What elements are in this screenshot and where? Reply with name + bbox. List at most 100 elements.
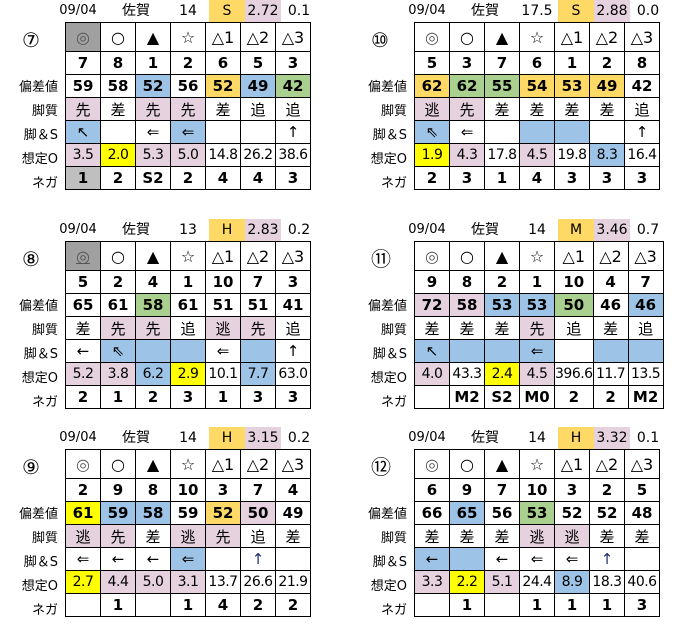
number-row: 7 8 1 2 6 5 3	[65, 51, 311, 75]
cell-value: 7	[252, 481, 264, 499]
cell: 先	[100, 316, 136, 340]
cell: 2	[240, 593, 276, 617]
header-grade: M	[558, 219, 594, 241]
cell-value: 追	[285, 100, 301, 119]
cell: 2	[589, 51, 625, 75]
cell: 5	[624, 478, 660, 502]
cell-value: 差	[494, 319, 510, 338]
header-date: 09/04	[408, 430, 446, 445]
cell: △2	[240, 241, 276, 271]
mark-symbol: ○	[460, 246, 474, 266]
cell-value: 11.7	[596, 366, 626, 382]
cell-value: 53	[526, 296, 548, 314]
cell-value: ↑	[635, 123, 649, 141]
cell: 9	[449, 478, 485, 502]
cell: ☆	[170, 22, 206, 52]
cell-value: 52	[561, 504, 583, 522]
cell: 差	[589, 524, 625, 548]
row-label: 偏差値	[18, 80, 58, 95]
cell-value: 49	[596, 77, 618, 95]
cell-value: 40.6	[627, 574, 657, 590]
cell-value: 61	[107, 296, 129, 314]
cell-value: 先	[110, 319, 126, 338]
mark-symbol: ○	[460, 27, 474, 47]
cell-value: ⇐	[146, 123, 160, 141]
cell-value: 5.0	[142, 574, 164, 590]
row-label: 想定O	[370, 579, 407, 594]
cell: 8	[624, 51, 660, 75]
cell-value: 3.5	[72, 147, 94, 163]
race-block: 09/04 佐賀 13 H 2.83 0.2 ⑧ 偏差値 脚質 脚＆S 想定O ネガ ◎ ○ ▲ ☆ △1 △2 △…	[0, 219, 320, 417]
cell: 56	[484, 501, 520, 525]
cell	[170, 339, 206, 363]
race-table: ◎ ○ ▲ ☆ △1 △2 △3 2 9 8 10 3 7 4 61 59 58 59 52 50 49 逃先差逃先追差 ⇐…	[65, 449, 311, 617]
cell: △1	[554, 241, 594, 271]
cell-value: 追	[180, 319, 196, 338]
cell-value: 2.2	[456, 574, 478, 590]
cell: △3	[275, 449, 311, 479]
cell: 先	[135, 97, 171, 121]
cell: 1	[100, 385, 136, 409]
cell: 5.3	[135, 143, 171, 167]
cell-value: 先	[215, 527, 231, 546]
cell: 54	[519, 74, 555, 98]
cell: ⇐	[170, 547, 206, 571]
cell: 先	[240, 316, 276, 340]
cell-value: 10	[563, 273, 585, 291]
cell-value: ←	[111, 550, 125, 568]
cell-value: 3	[461, 54, 473, 72]
cell-value: 24.4	[522, 574, 552, 590]
cell: 差	[414, 316, 450, 340]
cell: M2	[449, 385, 485, 409]
cell-value: 逃	[75, 527, 91, 546]
mark-row: ◎ ○ ▲ ☆ △1 △2 △3	[414, 241, 664, 271]
row-label: ネガ	[380, 395, 407, 410]
running-style-row: 差差差先追差追	[414, 316, 664, 340]
cell: ☆	[170, 449, 206, 479]
race-table: ◎ ○ ▲ ☆ △1 △2 △3 9 8 2 1 10 4 7 72 58 53 53 50 46 46 差差差先追差追 ↖…	[414, 241, 664, 409]
mark-symbol: ☆	[180, 246, 196, 266]
deviation-row: 59 58 52 56 52 49 42	[65, 74, 311, 98]
cell: 先	[135, 316, 171, 340]
cell: 4	[275, 478, 311, 502]
cell: 3.3	[414, 570, 450, 594]
cell-value: 4.3	[456, 147, 478, 163]
cell: ☆	[519, 22, 555, 52]
cell-value: ←	[495, 550, 509, 568]
mark-symbol: ▲	[495, 246, 509, 266]
row-label: 脚質	[31, 104, 58, 119]
cell-value: 61	[72, 504, 94, 522]
negative-row: 1 1 4 2 2	[65, 593, 311, 617]
cell: 19.8	[554, 143, 590, 167]
row-label: 想定O	[21, 579, 58, 594]
row-label: 偏差値	[367, 80, 407, 95]
mark-symbol: ◎	[425, 454, 439, 474]
header-count: 14	[179, 3, 197, 19]
cell: 4	[519, 166, 555, 190]
cell-value: 3	[601, 169, 613, 187]
cell: 8.3	[589, 143, 625, 167]
cell: ⇐	[135, 120, 171, 144]
row-label: 偏差値	[18, 507, 58, 522]
header-count: 17.5	[521, 3, 553, 19]
race-block: 09/04 佐賀 14 H 3.15 0.2 ⑨ 偏差値 脚質 脚＆S 想定O ネガ ◎ ○ ▲ ☆ △1 △2 △…	[0, 427, 320, 625]
cell: 2	[592, 385, 629, 409]
cell-value: 差	[110, 100, 126, 119]
cell-value: 先	[529, 319, 545, 338]
row-label: 偏差値	[367, 299, 407, 314]
cell: 59	[170, 501, 206, 525]
cell-value: 差	[603, 319, 619, 338]
cell: ↖	[65, 120, 101, 144]
cell-value: 58	[142, 504, 164, 522]
cell: 2	[135, 385, 171, 409]
deviation-row: 66 65 56 53 52 52 48	[414, 501, 660, 525]
cell-value: 4.5	[526, 366, 548, 382]
cell-value: 8	[112, 54, 124, 72]
cell	[449, 339, 485, 363]
cell: M0	[519, 385, 555, 409]
cell: 59	[65, 74, 101, 98]
row-label: 脚質	[380, 531, 407, 546]
cell: 11.7	[592, 362, 629, 386]
cell: 10.1	[205, 362, 241, 386]
pace-row: ⇐ ← ← ⇐ ↑	[65, 547, 311, 571]
